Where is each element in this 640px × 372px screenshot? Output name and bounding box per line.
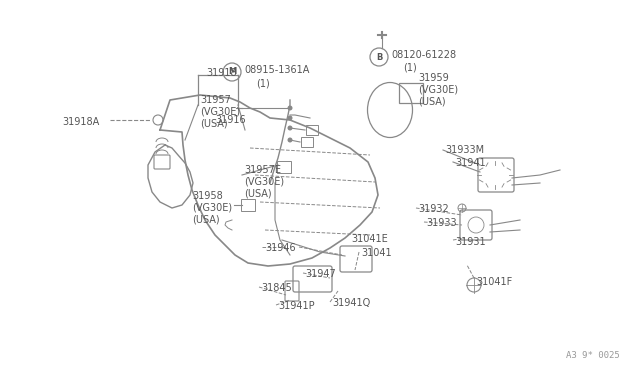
Text: 31933: 31933 (426, 218, 456, 228)
Text: (USA): (USA) (192, 215, 220, 225)
Text: 31041E: 31041E (351, 234, 388, 244)
Text: 31931: 31931 (455, 237, 486, 247)
Text: A3 9* 0025: A3 9* 0025 (566, 351, 620, 360)
Circle shape (287, 125, 292, 131)
Circle shape (287, 106, 292, 110)
Text: 31041: 31041 (361, 248, 392, 258)
Text: 31958: 31958 (192, 191, 223, 201)
Text: 31941: 31941 (455, 158, 486, 168)
Text: (USA): (USA) (244, 189, 271, 199)
Text: (1): (1) (403, 63, 417, 73)
Circle shape (287, 138, 292, 142)
Text: 31959: 31959 (418, 73, 449, 83)
Text: 31946: 31946 (265, 243, 296, 253)
Text: (VG30E): (VG30E) (200, 107, 240, 117)
Text: 31932: 31932 (418, 204, 449, 214)
Text: 31957: 31957 (200, 95, 231, 105)
Text: 31933M: 31933M (445, 145, 484, 155)
Text: 31916: 31916 (215, 115, 246, 125)
Text: (USA): (USA) (418, 97, 445, 107)
Text: 31957E: 31957E (244, 165, 281, 175)
Text: M: M (228, 67, 236, 77)
Text: 31041F: 31041F (476, 277, 512, 287)
Text: 31941Q: 31941Q (332, 298, 371, 308)
Text: (VG30E): (VG30E) (418, 85, 458, 95)
Text: 31845: 31845 (261, 283, 292, 293)
Text: 08120-61228: 08120-61228 (391, 50, 456, 60)
Text: (USA): (USA) (200, 119, 228, 129)
Text: 08915-1361A: 08915-1361A (244, 65, 309, 75)
Text: (1): (1) (256, 78, 269, 88)
Text: (VG30E): (VG30E) (244, 177, 284, 187)
Text: 31918A: 31918A (62, 117, 99, 127)
Text: B: B (376, 52, 382, 61)
Text: (VG30E): (VG30E) (192, 203, 232, 213)
Text: 31947: 31947 (305, 269, 336, 279)
Text: 31941P: 31941P (278, 301, 315, 311)
Text: 31918: 31918 (206, 68, 237, 78)
Circle shape (287, 115, 292, 121)
